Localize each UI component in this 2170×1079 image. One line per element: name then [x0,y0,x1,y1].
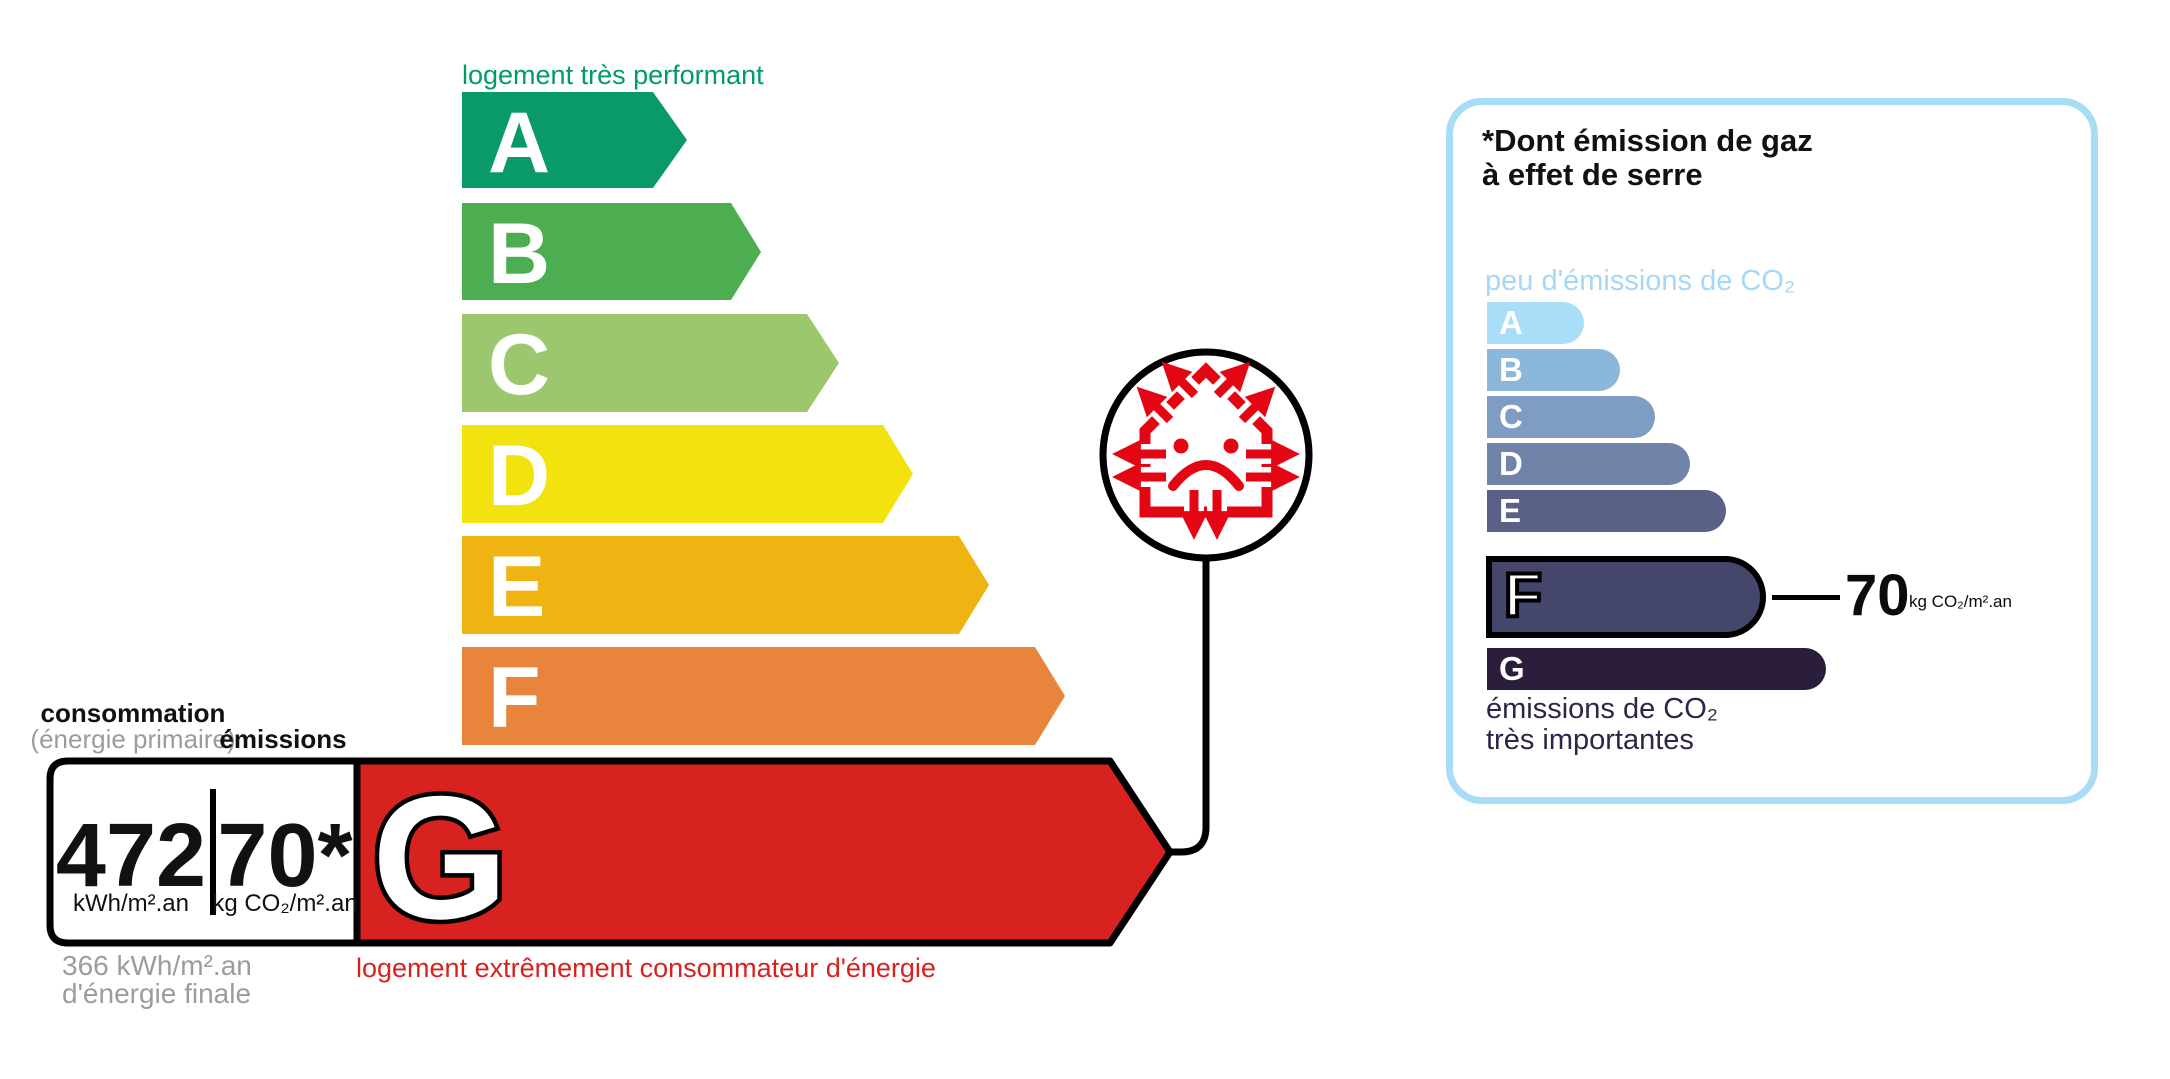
energy-class-letter-d: D [488,428,550,524]
primary-energy-unit: kWh/m².an [73,890,189,917]
co2-class-letter-c: C [1499,398,1523,435]
co2-class-letter-a: A [1499,304,1523,341]
co2-bottom-label-line2: très importantes [1486,724,1694,756]
co2-class-letter-b: B [1499,351,1523,388]
co2-value: 70 [1845,563,1910,628]
consumption-values-box [46,757,361,947]
rating-connector-line [1167,552,1210,856]
final-energy-footnote-line2: d'énergie finale [62,978,251,1009]
energy-class-letter-b: B [488,206,550,302]
co2-bar-b: B [1487,349,1620,391]
emissions-value: 70* [217,806,352,906]
co2-bar-g: G [1487,648,1826,690]
energy-arrow-c [462,314,839,412]
emissions-header: émissions [219,724,346,754]
co2-bar-d: D [1487,443,1690,485]
energy-class-letter-e: E [488,539,545,635]
co2-value-unit: kg CO₂/m².an [1909,592,2012,611]
co2-panel-title-line1: *Dont émission de gaz [1482,123,1813,158]
co2-bottom-label: émissions de CO₂ très importantes [1486,694,1718,756]
energy-top-label: logement très performant [462,60,764,90]
energy-arrow-f [462,647,1065,745]
final-energy-footnote-line1: 366 kWh/m².an [62,950,252,981]
co2-bottom-label-line1: émissions de CO₂ [1486,693,1719,725]
co2-bar-e: E [1487,490,1726,532]
co2-bar-f-highlighted: F [1486,556,1766,638]
co2-class-letter-f: F [1502,560,1544,632]
energy-class-letter-c: C [488,317,550,413]
energy-arrow-a [462,92,687,188]
co2-bar-c: C [1487,396,1655,438]
energy-class-letter-g: G [372,761,508,956]
energy-arrow-b [462,203,761,300]
consumption-subheader: (énergie primaire) [30,724,235,754]
co2-value-pointer-line [1772,595,1840,600]
energy-arrow-d [462,425,913,523]
co2-panel-title-line2: à effet de serre [1482,157,1703,192]
sad-house-energy-leak-icon [1112,361,1300,540]
co2-class-letter-e: E [1499,492,1522,529]
primary-energy-value: 472 [56,806,206,906]
co2-top-label: peu d'émissions de CO₂ [1485,265,1796,297]
co2-emissions-panel: *Dont émission de gaz à effet de serre p… [1446,98,2098,804]
energy-arrow-e [462,536,989,634]
emissions-unit: kg CO₂/m².an [212,890,357,917]
energy-class-letter-f: F [488,650,541,746]
energy-bottom-label: logement extrêmement consommateur d'éner… [356,953,936,983]
co2-class-letter-g: G [1499,650,1525,687]
co2-class-letter-d: D [1499,445,1523,482]
energy-arrow-g [353,757,1174,947]
energy-class-letter-a: A [488,95,550,191]
consumption-header: consommation [41,698,226,728]
co2-bar-a: A [1487,302,1584,344]
co2-panel-title: *Dont émission de gaz à effet de serre [1482,124,1813,192]
